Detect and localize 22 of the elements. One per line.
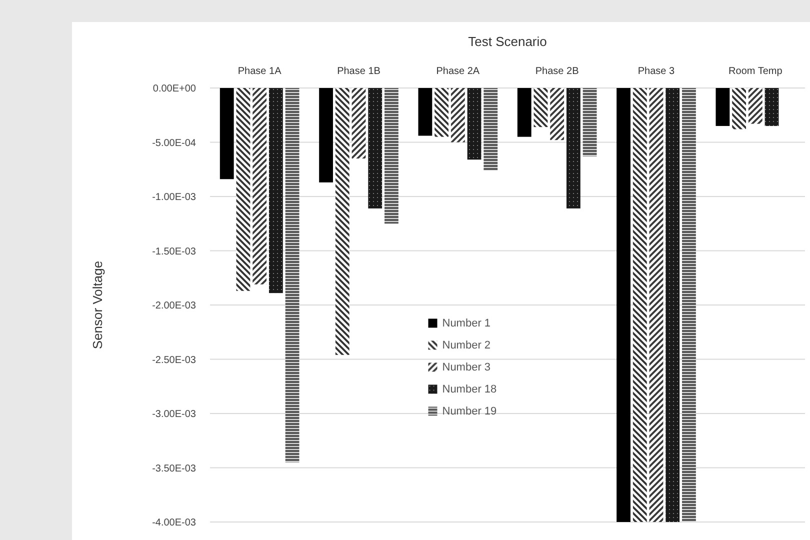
legend-label: Number 18 (442, 384, 497, 396)
x-tick-label: Phase 3 (638, 66, 676, 77)
y-axis-title: Sensor Voltage (90, 260, 105, 350)
legend-label: Number 3 (442, 362, 491, 374)
y-tick-label: -4.00E-03 (152, 518, 196, 528)
y-tick-label: -2.50E-03 (152, 354, 196, 366)
x-tick-label: Room Temp (728, 66, 783, 77)
y-tick-label: -5.00E-04 (152, 138, 196, 149)
y-tick-label: -3.50E-03 (152, 463, 196, 474)
y-tick-label: -3.00E-03 (152, 409, 196, 420)
chart-title: Test Scenario (468, 34, 547, 49)
x-tick-label: Phase 2B (535, 66, 580, 77)
legend-label: Number 1 (442, 318, 491, 330)
y-tick-label: -1.00E-03 (152, 192, 196, 203)
y-tick-label: -1.50E-03 (152, 246, 196, 258)
y-tick-label: 0.00E+00 (152, 84, 196, 94)
legend-label: Number 19 (442, 406, 497, 418)
legend-label: Number 2 (442, 340, 491, 352)
x-tick-label: Phase 2A (436, 66, 480, 77)
x-tick-label: Phase 1B (337, 66, 381, 77)
x-tick-label: Phase 1A (238, 66, 282, 77)
y-tick-label: -2.00E-03 (152, 300, 196, 312)
